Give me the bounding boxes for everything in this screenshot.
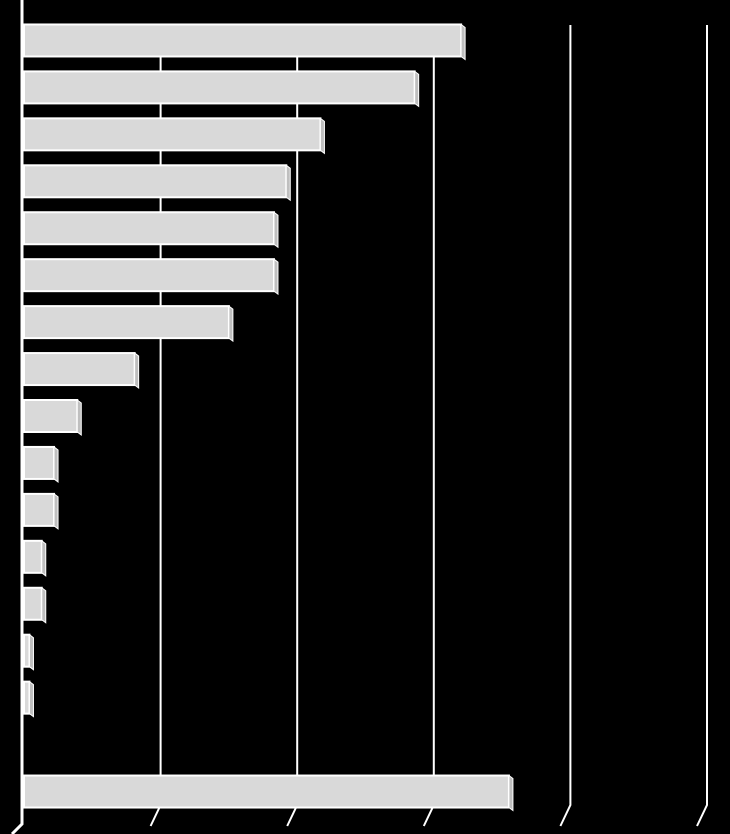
bar [23, 211, 279, 249]
bar [23, 445, 59, 483]
bar [23, 399, 82, 436]
bar [23, 633, 34, 671]
bar [23, 258, 279, 296]
grid-line [559, 25, 572, 827]
bar [23, 305, 234, 343]
bar [23, 352, 140, 390]
bar [23, 586, 47, 624]
bar [23, 164, 291, 202]
bar [23, 492, 59, 530]
bar [23, 680, 34, 718]
bar [23, 70, 420, 108]
bar [23, 539, 47, 577]
bar [23, 23, 466, 61]
bar [23, 117, 325, 155]
grid-line [696, 25, 708, 827]
bar [23, 774, 514, 812]
left-wall [10, 0, 24, 834]
